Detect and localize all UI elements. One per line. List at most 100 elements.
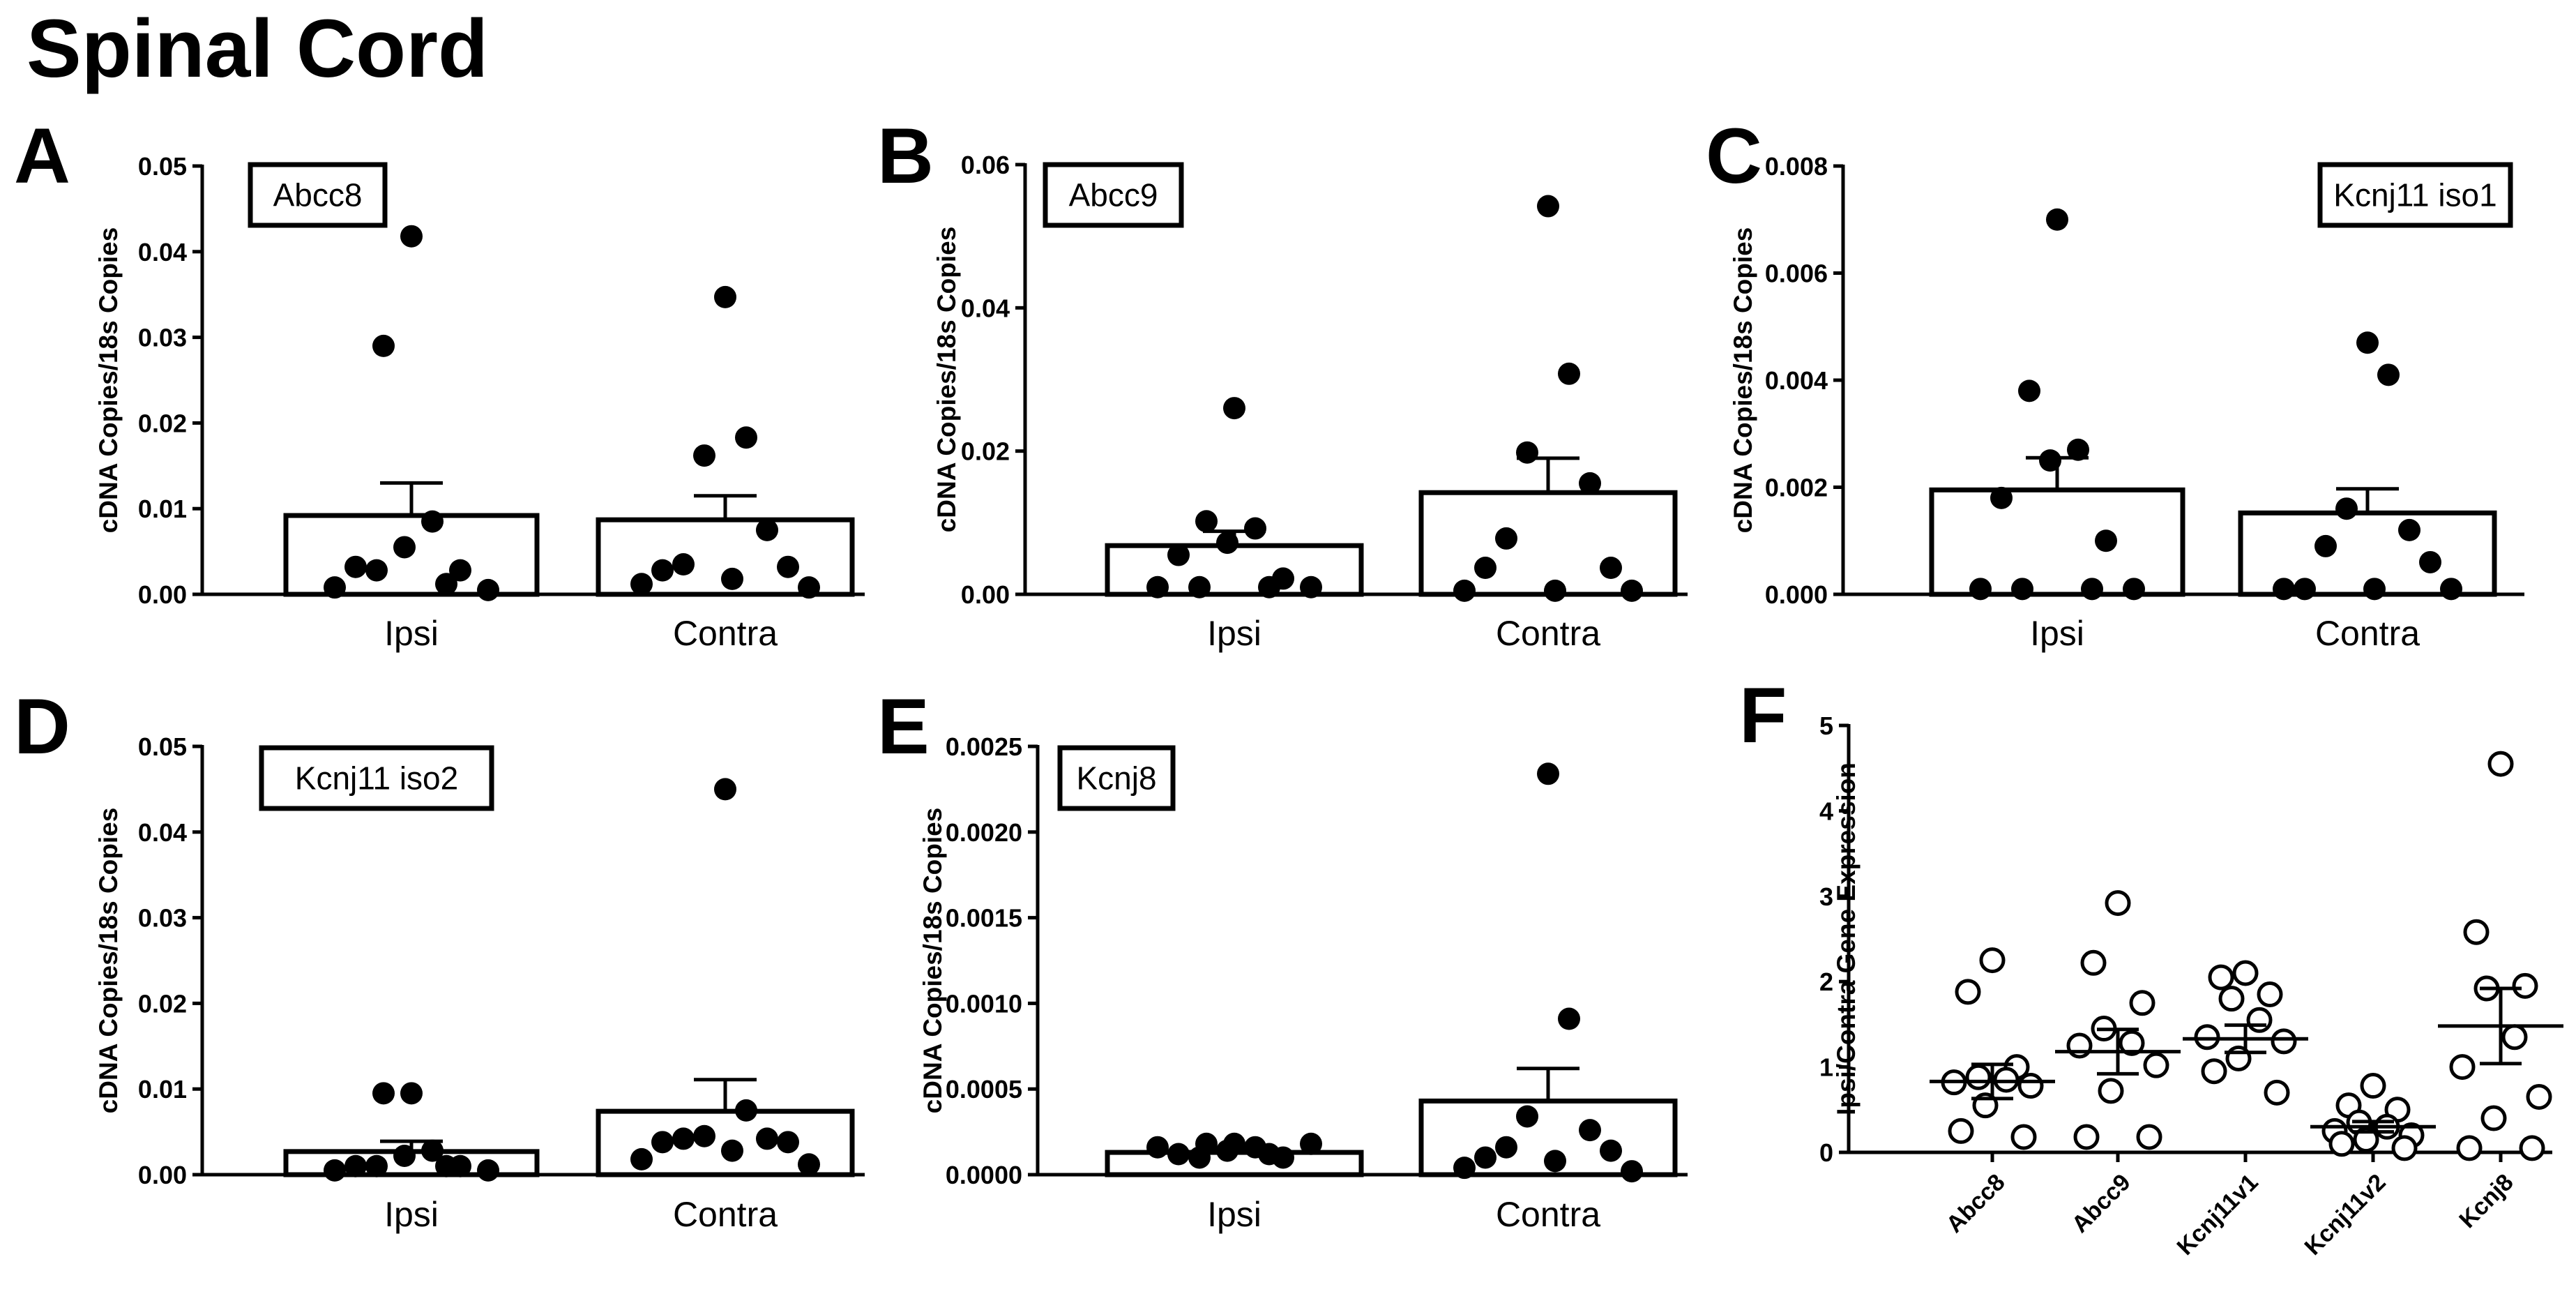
data-point (2257, 981, 2283, 1008)
data-point (324, 1159, 346, 1182)
x-category-label: Abcc8 (1941, 1169, 2010, 1238)
y-tick-label: 0 (1819, 1138, 1833, 1167)
y-tick-label: 0.0015 (946, 904, 1022, 933)
data-point (435, 573, 457, 596)
gene-label-box (1057, 745, 1176, 811)
y-axis-label: cDNA Copies/18s Copies (932, 227, 961, 533)
data-point (2363, 578, 2386, 601)
data-point (1516, 441, 1538, 464)
data-point (2398, 518, 2420, 541)
x-category-label: Contra (1496, 1195, 1600, 1234)
x-category-label: Contra (673, 614, 778, 653)
panel-letter: D (14, 683, 70, 770)
data-point (393, 536, 416, 559)
y-tick-label: 0.00 (138, 580, 187, 609)
data-point (2271, 1028, 2297, 1055)
data-point (2335, 497, 2358, 520)
data-point (2039, 449, 2061, 472)
panel-letter: F (1739, 672, 1787, 759)
y-tick-label: 3 (1819, 882, 1833, 911)
y-tick-label: 0.000 (1765, 580, 1828, 609)
data-point (1474, 1146, 1497, 1169)
data-point (2419, 550, 2441, 573)
y-tick-label: 2 (1819, 968, 1833, 996)
y-tick-label: 0.006 (1765, 259, 1828, 288)
data-point (1558, 362, 1580, 385)
data-point (1258, 575, 1280, 598)
data-point (2264, 1079, 2290, 1106)
data-point (1146, 575, 1169, 598)
data-point (449, 559, 471, 582)
data-point (1167, 1143, 1190, 1166)
data-point (344, 1154, 367, 1177)
data-point (477, 1159, 499, 1182)
data-point (2487, 751, 2514, 777)
data-point (1600, 557, 1622, 580)
y-tick-label: 0.02 (138, 989, 187, 1018)
data-point (2218, 986, 2245, 1012)
data-point (2356, 331, 2379, 354)
panel-c: C 0.000 0.002 0.004 0.006 0.008 cDNA Copies/18… (1706, 112, 2524, 653)
data-point (1621, 1160, 1643, 1183)
data-point (2526, 1083, 2552, 1110)
data-point (735, 1099, 757, 1122)
y-tick-label: 0.01 (138, 1075, 187, 1104)
y-tick-label: 1 (1819, 1053, 1833, 1082)
data-point (1495, 527, 1517, 550)
gene-label-box (1043, 162, 1184, 228)
y-tick-label: 0.008 (1765, 152, 1828, 181)
y-tick-label: 0.04 (138, 238, 187, 266)
data-point (2246, 1007, 2273, 1033)
data-point (1474, 557, 1497, 580)
data-point (777, 1131, 799, 1154)
y-axis-label: cDNA Copies/18s Copies (1729, 227, 1757, 534)
panels: A 0.00 0.01 0.02 0.03 0.04 0.05 cDNA Copies/18s… (14, 112, 2563, 1260)
data-point (372, 334, 395, 357)
data-point (798, 1153, 820, 1176)
data-point (365, 559, 388, 582)
gene-label-box (259, 745, 494, 811)
data-point (2519, 1135, 2545, 1161)
data-point (2081, 578, 2103, 601)
x-category-label: Ipsi (1207, 1195, 1262, 1234)
data-point (777, 555, 799, 578)
data-point (1167, 543, 1190, 566)
gene-label-box (2317, 162, 2513, 228)
data-point (1453, 1157, 1476, 1180)
data-point (735, 426, 757, 449)
data-point (714, 778, 736, 801)
data-point (2294, 578, 2316, 601)
data-point (1621, 579, 1643, 602)
y-tick-label: 0.03 (138, 904, 187, 933)
data-point (1258, 1143, 1280, 1166)
data-point (2512, 972, 2538, 999)
data-point (1579, 472, 1601, 495)
data-point (2208, 964, 2234, 991)
y-tick-label: 4 (1819, 797, 1833, 825)
y-tick-label: 0.05 (138, 732, 187, 761)
data-point (1453, 579, 1476, 602)
data-point (693, 444, 715, 467)
data-point (421, 1139, 444, 1162)
data-point (651, 559, 674, 582)
data-point (2018, 379, 2040, 402)
gene-label: Abcc9 (1069, 177, 1158, 213)
data-point (421, 510, 444, 533)
data-point (2232, 960, 2259, 986)
x-category-label: Kcnj11v1 (2172, 1169, 2264, 1260)
panel-e: E 0.0000 0.0005 0.0010 0.0015 0.0020 0.0025 cDN… (877, 683, 1688, 1234)
data-point (2046, 208, 2068, 231)
data-point (2098, 1078, 2124, 1104)
data-point (2391, 1135, 2418, 1161)
panel-b: B 0.00 0.02 0.04 0.06 cDNA Copies/18s Copies I… (877, 112, 1688, 653)
data-point (2449, 1054, 2476, 1081)
data-point (1948, 1117, 1974, 1144)
data-point (1223, 397, 1245, 420)
data-point (1188, 575, 1211, 598)
data-point (1537, 762, 1559, 785)
data-point (2201, 1058, 2227, 1085)
y-tick-label: 0.0020 (946, 818, 1022, 847)
y-tick-label: 0.00 (138, 1161, 187, 1189)
x-category-label: Contra (2315, 614, 2420, 653)
